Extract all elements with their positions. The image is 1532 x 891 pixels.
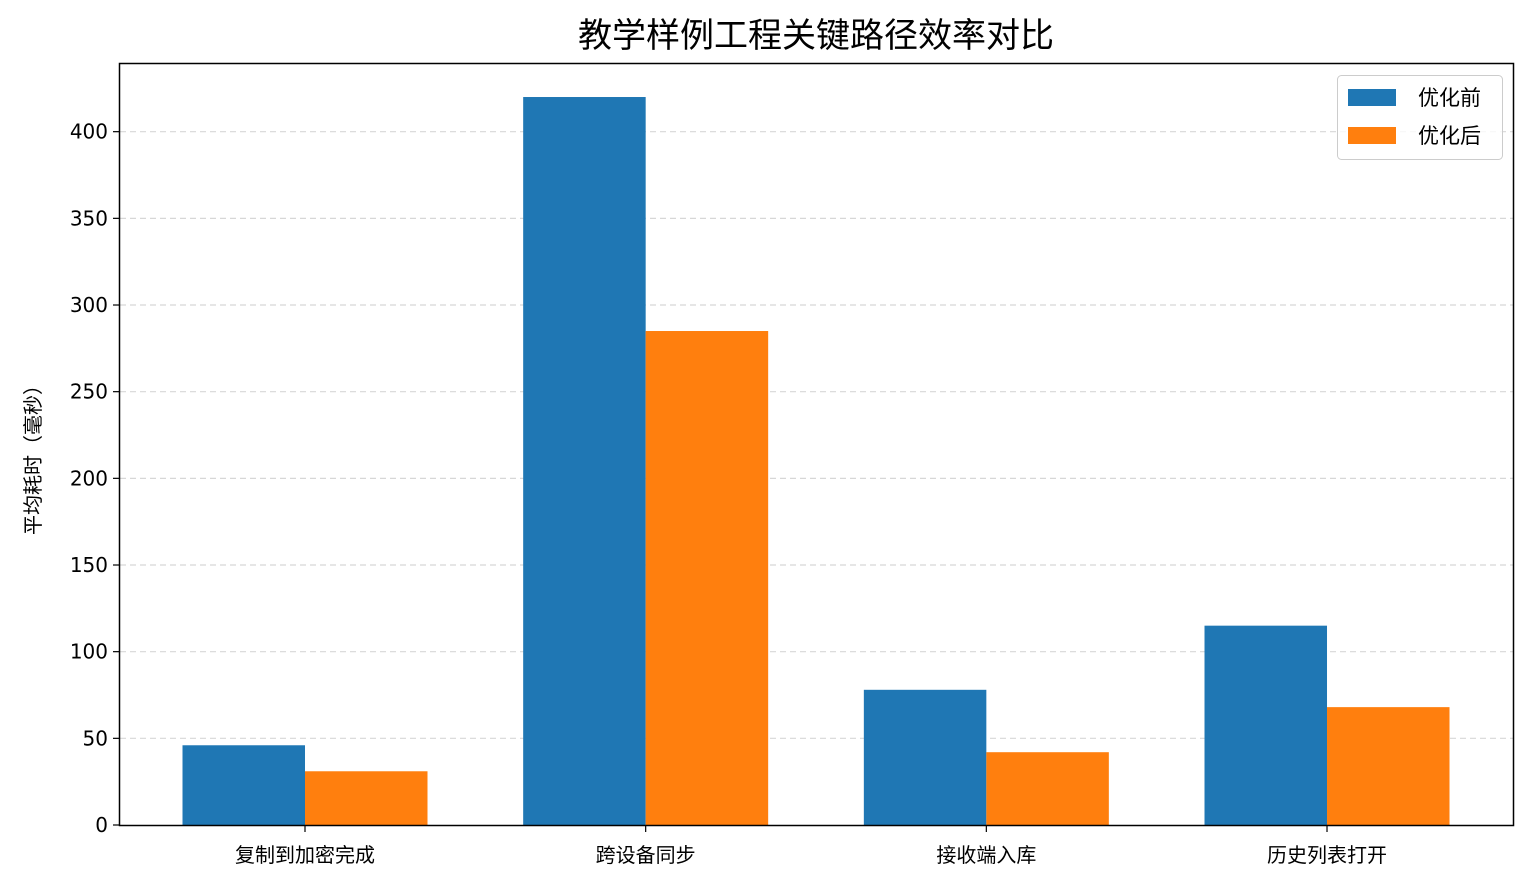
bar-after-2 <box>986 752 1109 825</box>
y-tick-label: 200 <box>70 466 108 490</box>
y-tick-label: 50 <box>83 726 108 750</box>
x-tick-label: 历史列表打开 <box>1267 843 1387 867</box>
y-axis-label: 平均耗时（毫秒） <box>21 375 45 535</box>
legend-swatch-after <box>1348 127 1396 144</box>
bar-after-0 <box>305 771 428 825</box>
legend: 优化前 优化后 <box>1337 75 1503 160</box>
y-tick-label: 100 <box>70 640 108 664</box>
y-tick-label: 150 <box>70 553 108 577</box>
y-tick-label: 300 <box>70 293 108 317</box>
bar-before-1 <box>523 97 646 826</box>
legend-label-before: 优化前 <box>1418 86 1481 110</box>
legend-label-after: 优化后 <box>1418 124 1481 148</box>
plot-frame <box>118 62 1515 827</box>
bars-layer <box>182 97 1450 826</box>
x-tick-label: 复制到加密完成 <box>235 843 375 867</box>
y-tick-label: 0 <box>95 813 108 837</box>
bar-after-3 <box>1327 707 1450 825</box>
legend-swatch-before <box>1348 89 1396 106</box>
y-tick-label: 400 <box>70 120 108 144</box>
ticks-layer: 0 50 100 150 200 250 300 350 400 复制到加密完成 跨设备同步 接收端入… <box>70 120 1387 867</box>
y-tick-label: 350 <box>70 206 108 230</box>
bar-before-0 <box>182 745 305 825</box>
chart-title: 教学样例工程关键路径效率对比 <box>578 16 1054 56</box>
y-tick-label: 250 <box>70 380 108 404</box>
bar-before-2 <box>863 689 987 825</box>
bar-after-1 <box>645 331 769 825</box>
x-tick-label: 接收端入库 <box>936 843 1036 867</box>
x-tick-label: 跨设备同步 <box>596 843 696 867</box>
bar-before-3 <box>1204 625 1328 825</box>
